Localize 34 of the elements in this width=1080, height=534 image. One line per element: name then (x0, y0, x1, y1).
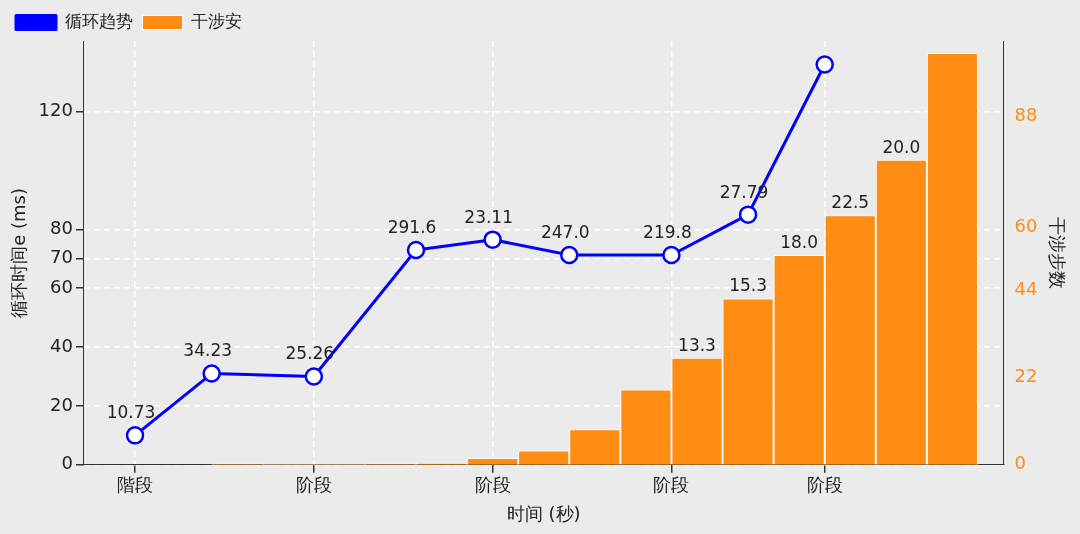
y-tick-label: 70 (50, 246, 73, 268)
y-tick-label: 80 (50, 217, 73, 239)
annotation: 23.11 (464, 206, 513, 227)
annotation: 247.0 (540, 221, 590, 242)
x-tick-label: 階段 (117, 474, 154, 496)
y2-tick-label: 22 (1014, 365, 1038, 387)
y2-tick-label: 0 (1014, 452, 1026, 474)
y-tick-label: 0 (61, 452, 73, 474)
y2-tick-label: 88 (1014, 103, 1038, 125)
y-tick-label: 120 (38, 99, 73, 121)
annotation: 18.0 (780, 231, 819, 252)
legend-label: 干涉安 (191, 10, 242, 31)
y2-axis-title: 干涉步数 (1046, 216, 1068, 289)
y-tick-label: 20 (50, 393, 73, 415)
x-axis-title: 时间 (秒) (506, 502, 581, 524)
annotation: 15.3 (729, 275, 767, 296)
y-axis-title: 循环时间e (ms) (8, 188, 30, 318)
annotation: 291.6 (387, 216, 437, 237)
annotation: 20.0 (882, 136, 921, 157)
x-tick-label: 阶段 (295, 474, 332, 496)
annotation: 22.5 (831, 192, 870, 213)
x-tick-label: 阶段 (474, 474, 511, 496)
y-tick-label: 60 (50, 275, 73, 297)
annotation: 10.73 (106, 402, 156, 423)
y2-tick-label: 60 (1014, 214, 1038, 236)
annotation: 13.3 (678, 334, 716, 355)
y-tick-label: 40 (50, 334, 73, 356)
legend-label: 循环趋势 (64, 10, 133, 31)
x-tick-label: 阶段 (653, 474, 690, 496)
x-tick-label: 阶段 (806, 474, 843, 496)
y2-tick-label: 44 (1014, 278, 1038, 300)
annotation: 219.8 (643, 221, 692, 242)
annotation: 25.26 (285, 343, 335, 364)
annotation: 34.23 (183, 340, 233, 361)
